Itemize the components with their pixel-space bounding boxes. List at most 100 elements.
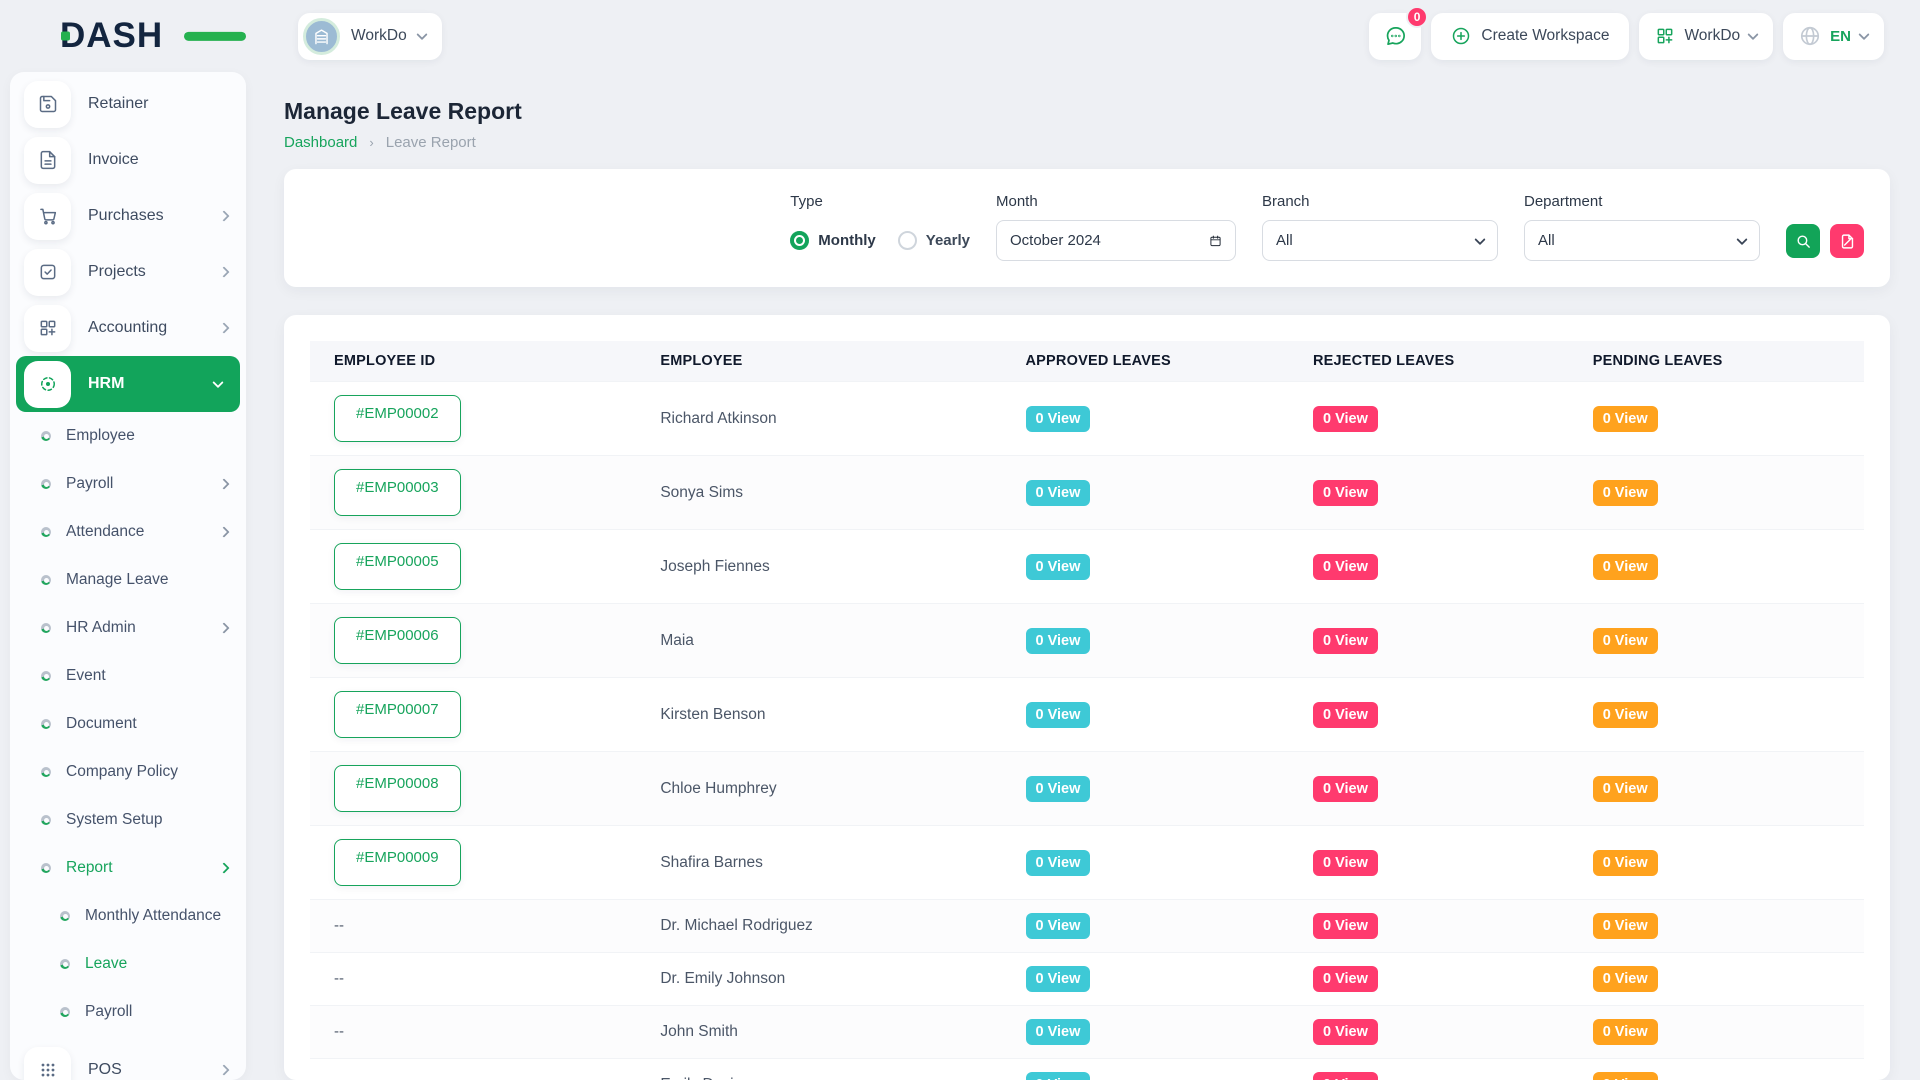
create-workspace-button[interactable]: Create Workspace bbox=[1431, 12, 1630, 60]
employee-id-pill[interactable]: #EMP00007 bbox=[334, 691, 461, 738]
employee-name: Dr. Emily Johnson bbox=[660, 970, 786, 987]
branch-filter: Branch All bbox=[1262, 193, 1498, 261]
sidebar-item-purchases[interactable]: Purchases bbox=[10, 188, 246, 244]
rejected-leaves-badge[interactable]: 0 View bbox=[1313, 1019, 1378, 1045]
branch-select[interactable]: All bbox=[1262, 220, 1498, 261]
globe-icon bbox=[1801, 26, 1820, 46]
search-button[interactable] bbox=[1786, 224, 1820, 258]
employee-id-pill[interactable]: #EMP00003 bbox=[334, 469, 461, 516]
sidebar-item-hr-admin[interactable]: HR Admin bbox=[10, 604, 246, 652]
rejected-leaves-badge[interactable]: 0 View bbox=[1313, 913, 1378, 939]
sidebar-item-report[interactable]: Report bbox=[10, 844, 246, 892]
col-approved-leaves: APPROVED LEAVES bbox=[1025, 353, 1171, 369]
rejected-leaves-badge[interactable]: 0 View bbox=[1313, 405, 1378, 432]
employee-id-pill: -- bbox=[334, 970, 344, 987]
logo-dash-icon bbox=[184, 31, 246, 41]
sidebar-item-hrm[interactable]: HRM bbox=[16, 356, 240, 412]
sidebar-item-payroll[interactable]: Payroll bbox=[10, 460, 246, 508]
sidebar-item-attendance[interactable]: Attendance bbox=[10, 508, 246, 556]
monthly-radio[interactable]: Monthly bbox=[790, 231, 876, 250]
rejected-leaves-badge[interactable]: 0 View bbox=[1313, 849, 1378, 876]
rejected-leaves-badge[interactable]: 0 View bbox=[1313, 966, 1378, 992]
rejected-leaves-badge[interactable]: 0 View bbox=[1313, 627, 1378, 654]
table-row: #EMP00006 Maia 0 View 0 View 0 View bbox=[310, 603, 1864, 678]
search-icon bbox=[1796, 234, 1810, 248]
chevron-right-icon bbox=[218, 266, 230, 278]
invoice-icon bbox=[40, 150, 55, 170]
sidebar-item-accounting[interactable]: Accounting bbox=[10, 300, 246, 356]
workspace-switcher[interactable]: WorkDo bbox=[1639, 12, 1774, 60]
export-button[interactable] bbox=[1830, 224, 1864, 258]
month-label: Month bbox=[996, 193, 1038, 210]
sidebar-item-document[interactable]: Document bbox=[10, 700, 246, 748]
rejected-leaves-badge[interactable]: 0 View bbox=[1313, 701, 1378, 728]
pending-leaves-badge[interactable]: 0 View bbox=[1592, 405, 1658, 432]
pending-leaves-badge[interactable]: 0 View bbox=[1592, 913, 1658, 939]
pending-leaves-badge[interactable]: 0 View bbox=[1592, 966, 1658, 992]
approved-leaves-badge[interactable]: 0 View bbox=[1025, 966, 1091, 992]
topbar-actions: 0 Create Workspace WorkDo EN bbox=[1369, 5, 1884, 60]
employee-id-pill: -- bbox=[334, 1023, 344, 1040]
breadcrumb-dashboard-link[interactable]: Dashboard bbox=[284, 134, 358, 151]
approved-leaves-badge[interactable]: 0 View bbox=[1025, 1019, 1091, 1045]
sidebar-item-projects[interactable]: Projects bbox=[10, 244, 246, 300]
approved-leaves-badge[interactable]: 0 View bbox=[1025, 405, 1091, 432]
table-row: -- John Smith 0 View 0 View 0 View bbox=[310, 1005, 1864, 1059]
sidebar-item-event[interactable]: Event bbox=[10, 652, 246, 700]
chevron-right-icon bbox=[218, 1064, 230, 1076]
messages-button[interactable]: 0 bbox=[1369, 5, 1429, 60]
sidebar-item-report-payroll[interactable]: Payroll bbox=[10, 988, 246, 1036]
month-input[interactable] bbox=[996, 220, 1236, 261]
employee-name: Kirsten Benson bbox=[660, 705, 766, 723]
approved-leaves-badge[interactable]: 0 View bbox=[1025, 701, 1091, 728]
table-row: -- Dr. Emily Johnson 0 View 0 View 0 Vie… bbox=[310, 952, 1864, 1006]
sidebar-item-pos[interactable]: POS bbox=[10, 1042, 246, 1080]
table-row: #EMP00005 Joseph Fiennes 0 View 0 View 0… bbox=[310, 529, 1864, 604]
messages-badge: 0 bbox=[1405, 5, 1429, 28]
sidebar-item-company-policy[interactable]: Company Policy bbox=[10, 748, 246, 796]
sidebar-item-leave[interactable]: Leave bbox=[10, 940, 246, 988]
rejected-leaves-badge[interactable]: 0 View bbox=[1313, 479, 1378, 506]
approved-leaves-badge[interactable]: 0 View bbox=[1025, 849, 1091, 876]
approved-leaves-badge[interactable]: 0 View bbox=[1025, 1072, 1091, 1080]
sidebar-item-employee[interactable]: Employee bbox=[10, 412, 246, 460]
department-select[interactable]: All bbox=[1524, 220, 1760, 261]
rejected-leaves-badge[interactable]: 0 View bbox=[1313, 1072, 1378, 1080]
bullet-icon bbox=[41, 431, 51, 441]
sidebar-item-retainer[interactable]: Retainer bbox=[10, 76, 246, 132]
pending-leaves-badge[interactable]: 0 View bbox=[1592, 1072, 1658, 1080]
approved-leaves-badge[interactable]: 0 View bbox=[1025, 775, 1091, 802]
sidebar-item-invoice[interactable]: Invoice bbox=[10, 132, 246, 188]
employee-name: Emily Davis bbox=[660, 1076, 741, 1080]
rejected-leaves-badge[interactable]: 0 View bbox=[1313, 775, 1378, 802]
sidebar-item-manage-leave[interactable]: Manage Leave bbox=[10, 556, 246, 604]
approved-leaves-badge[interactable]: 0 View bbox=[1025, 913, 1091, 939]
approved-leaves-badge[interactable]: 0 View bbox=[1025, 479, 1091, 506]
employee-name: John Smith bbox=[660, 1023, 738, 1040]
pending-leaves-badge[interactable]: 0 View bbox=[1592, 701, 1658, 728]
employee-id-pill[interactable]: #EMP00006 bbox=[334, 617, 461, 664]
pending-leaves-badge[interactable]: 0 View bbox=[1592, 849, 1658, 876]
employee-name: Joseph Fiennes bbox=[660, 557, 770, 575]
bullet-icon bbox=[60, 911, 70, 921]
branch-value: All bbox=[1276, 232, 1293, 249]
sidebar-item-system-setup[interactable]: System Setup bbox=[10, 796, 246, 844]
rejected-leaves-badge[interactable]: 0 View bbox=[1313, 553, 1378, 580]
employee-id-pill[interactable]: #EMP00008 bbox=[334, 765, 461, 812]
workspace-name: WorkDo bbox=[351, 27, 407, 44]
approved-leaves-badge[interactable]: 0 View bbox=[1025, 627, 1091, 654]
yearly-radio[interactable]: Yearly bbox=[897, 231, 970, 250]
pending-leaves-badge[interactable]: 0 View bbox=[1592, 775, 1658, 802]
sidebar-item-monthly-attendance[interactable]: Monthly Attendance bbox=[10, 892, 246, 940]
pending-leaves-badge[interactable]: 0 View bbox=[1592, 627, 1658, 654]
pending-leaves-badge[interactable]: 0 View bbox=[1592, 1019, 1658, 1045]
employee-id-pill[interactable]: #EMP00002 bbox=[334, 395, 461, 442]
workspace-selector[interactable]: WorkDo bbox=[298, 12, 442, 60]
employee-id-pill[interactable]: #EMP00005 bbox=[334, 543, 461, 590]
employee-id-pill[interactable]: #EMP00009 bbox=[334, 839, 461, 886]
pending-leaves-badge[interactable]: 0 View bbox=[1592, 479, 1658, 506]
pending-leaves-badge[interactable]: 0 View bbox=[1592, 553, 1658, 580]
language-selector[interactable]: EN bbox=[1783, 12, 1884, 60]
approved-leaves-badge[interactable]: 0 View bbox=[1025, 553, 1091, 580]
month-value[interactable] bbox=[1010, 232, 1209, 249]
